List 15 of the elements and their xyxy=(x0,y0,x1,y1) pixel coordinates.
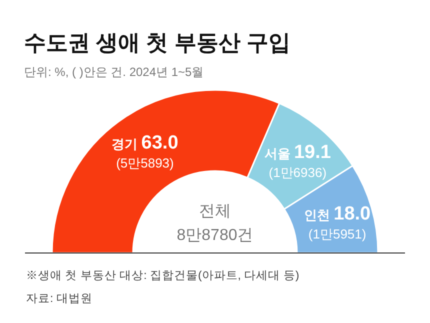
slice-label: 경기 xyxy=(112,136,142,152)
slice-label: 서울 xyxy=(264,146,294,162)
slice-label: 인천 xyxy=(304,208,334,222)
data-label: 19.1 xyxy=(294,142,332,164)
chart-subtitle: 단위: %, ( )안은 건. 2024년 1~5월 xyxy=(24,65,204,79)
text: 자료: 대법원 xyxy=(26,293,92,305)
text: 8만8780건 xyxy=(176,227,254,244)
text: ※생애 첫 부동산 대상: 집합건물(아파트, 다세대 등) xyxy=(26,270,300,282)
text: (1만5951) xyxy=(308,226,366,242)
text: 전체 xyxy=(199,203,231,220)
text: (1만6936) xyxy=(268,165,327,180)
data-label: 63.0 xyxy=(141,132,178,154)
data-label: 18.0 xyxy=(334,204,371,224)
text: (5만5893) xyxy=(116,156,174,171)
chart-title: 수도권 생애 첫 부동산 구입 xyxy=(24,30,290,55)
